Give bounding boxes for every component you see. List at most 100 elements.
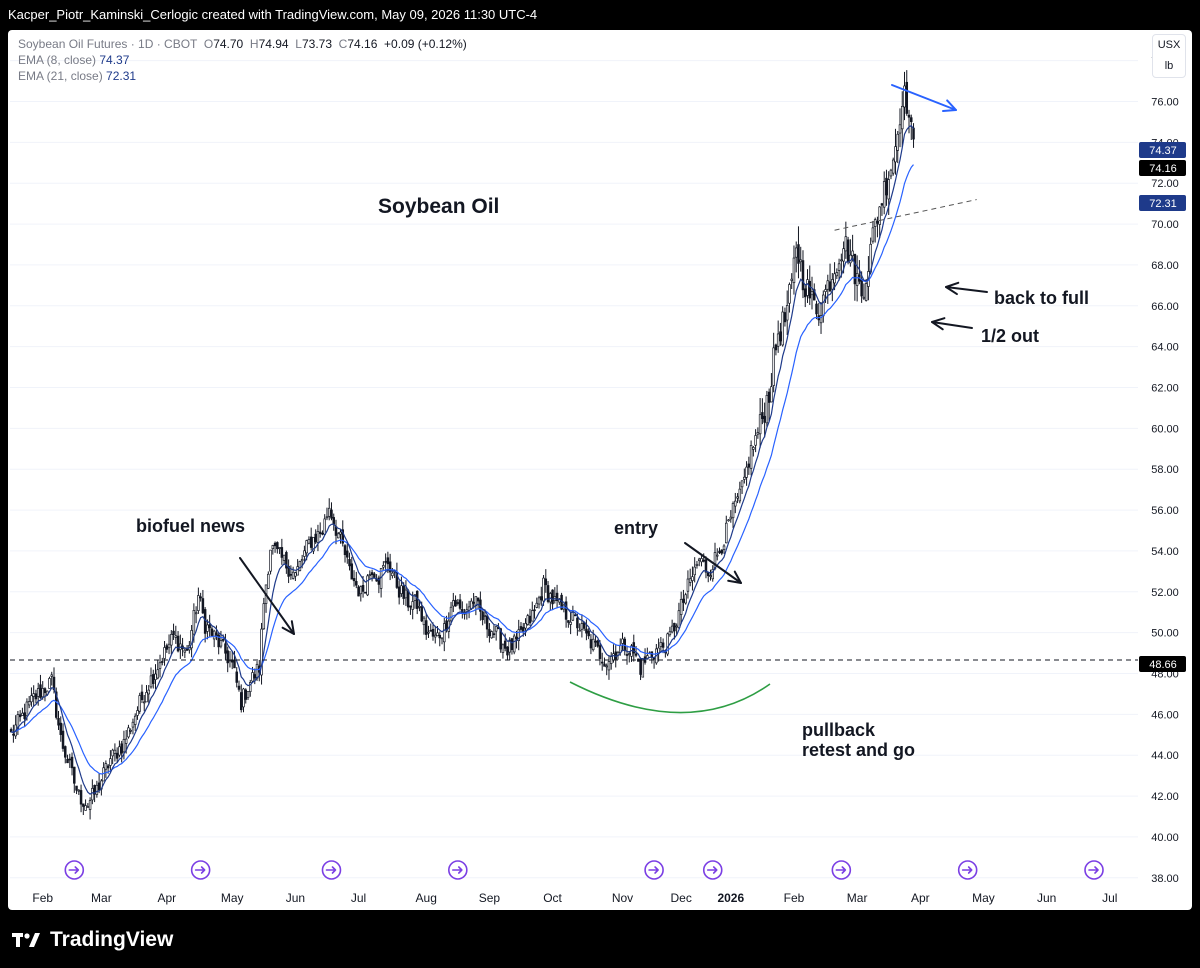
candle-body <box>544 578 548 586</box>
candle-body <box>891 159 895 174</box>
currency-unit[interactable]: USX <box>1157 39 1181 51</box>
candle-body <box>434 634 437 638</box>
candle-body <box>122 739 126 753</box>
y-tick-label: 52.00 <box>1151 587 1179 599</box>
candle-body <box>756 432 760 435</box>
candle-body <box>711 569 714 580</box>
candle-body <box>767 391 771 403</box>
symbol-label[interactable]: Soybean Oil Futures · 1D · CBOT <box>18 37 198 51</box>
candle-body <box>788 284 791 304</box>
candle-body <box>900 105 904 130</box>
candle-body <box>152 674 155 684</box>
event-marker-arrow <box>648 866 659 874</box>
candle-body <box>576 617 579 629</box>
candle-body <box>508 639 511 653</box>
annotation-half-out: 1/2 out <box>981 326 1040 346</box>
event-markers <box>64 860 1104 880</box>
candle-body <box>580 623 584 630</box>
candle-body <box>824 289 827 292</box>
candle-body <box>797 244 800 264</box>
candle-body <box>203 609 207 634</box>
candle-body <box>41 688 44 698</box>
x-tick-label: Mar <box>847 891 868 905</box>
legend-ema21[interactable]: EMA (21, close) 72.31 <box>18 68 136 84</box>
candle-body <box>415 590 419 609</box>
candle-body <box>102 767 105 782</box>
candle-body <box>59 722 63 735</box>
chart-panel[interactable]: 38.00 40.00 42.00 44.00 46.00 48.00 50.00 52.00… <box>8 30 1192 910</box>
candle-body <box>145 692 148 703</box>
x-tick-label: 2026 <box>717 891 744 905</box>
candle-body <box>48 678 51 689</box>
candle-body <box>34 693 38 700</box>
candle-body <box>862 296 866 299</box>
chart-canvas[interactable]: 38.0040.0042.0044.0046.0048.0050.0052.00… <box>8 30 1192 910</box>
candle-body <box>573 614 577 617</box>
candle-body <box>280 547 284 558</box>
annotation-pullback-line2: retest and go <box>802 740 916 760</box>
event-marker-arrow <box>835 866 847 874</box>
candle-body <box>625 654 629 656</box>
candle-body <box>596 640 599 647</box>
candle-body <box>488 629 491 637</box>
candle-body <box>675 625 678 628</box>
price-unit[interactable]: lb <box>1164 60 1174 72</box>
candle-body <box>896 133 899 151</box>
candle-body <box>111 749 114 757</box>
candle-body <box>212 630 216 640</box>
candle-body <box>278 547 281 549</box>
x-tick-label: Jul <box>1102 891 1117 905</box>
candle-body <box>510 638 514 651</box>
candle-body <box>172 630 175 635</box>
candle-body <box>233 659 236 669</box>
candle-body <box>373 573 376 578</box>
candle-body <box>36 688 40 697</box>
candle-body <box>885 177 888 196</box>
y-tick-label: 38.00 <box>1151 873 1179 885</box>
currency-unit-selector[interactable]: USX lb <box>1152 34 1186 78</box>
legend-ema8[interactable]: EMA (8, close) 74.37 <box>18 52 129 68</box>
candle-body <box>127 727 130 738</box>
candle-body <box>641 658 645 678</box>
candle-body <box>684 594 687 604</box>
candle-body <box>199 596 202 599</box>
candle-body <box>314 533 317 543</box>
top-arrow-head <box>942 99 957 113</box>
candle-body <box>765 395 769 424</box>
candle-body <box>115 752 119 759</box>
annotation-pullback: pullback retest and go <box>802 720 915 760</box>
candle-body <box>614 651 617 660</box>
candle-body <box>239 692 243 711</box>
time-axis: Feb Mar Apr May Jun Jul Aug Sep Oct Nov Dec 2026 Feb… <box>32 891 1117 905</box>
candle-body <box>431 628 435 637</box>
candle-body <box>64 746 67 758</box>
candle-body <box>693 566 696 576</box>
x-tick-label: Aug <box>416 891 437 905</box>
candle-body <box>569 621 572 625</box>
candle-body <box>235 671 238 683</box>
candle-body <box>813 289 816 301</box>
candle-body <box>490 631 493 639</box>
candle-body <box>691 576 694 581</box>
candle-body <box>348 559 351 567</box>
candle-body <box>97 782 101 791</box>
tradingview-logo-icon <box>12 933 40 947</box>
tradingview-logo[interactable]: TradingView <box>12 928 173 952</box>
candle-body <box>406 590 410 608</box>
candle-body <box>249 682 252 692</box>
candle-body <box>210 628 214 636</box>
candle-body <box>628 653 631 655</box>
candle-body <box>871 227 875 242</box>
y-tick-label: 42.00 <box>1151 791 1179 803</box>
candle-body <box>377 577 381 585</box>
candle-body <box>763 415 766 423</box>
candle-body <box>39 684 42 698</box>
candle-body <box>485 615 489 630</box>
candle-body <box>321 532 324 535</box>
candle-body <box>720 549 724 554</box>
candle-body <box>799 259 802 263</box>
ema21-label: EMA (21, close) <box>18 69 103 83</box>
candle-body <box>898 124 902 134</box>
candle-body <box>104 763 108 770</box>
candle-body <box>652 657 656 660</box>
